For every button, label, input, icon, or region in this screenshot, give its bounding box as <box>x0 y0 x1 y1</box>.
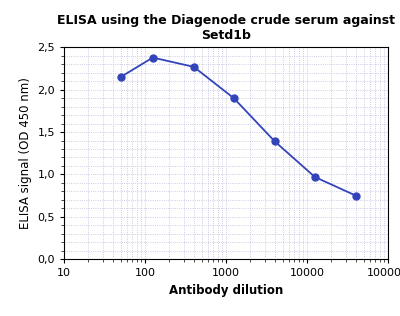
X-axis label: Antibody dilution: Antibody dilution <box>169 284 283 297</box>
Y-axis label: ELISA signal (OD 450 nm): ELISA signal (OD 450 nm) <box>19 77 32 229</box>
Title: ELISA using the Diagenode crude serum against
Setd1b: ELISA using the Diagenode crude serum ag… <box>57 14 395 42</box>
